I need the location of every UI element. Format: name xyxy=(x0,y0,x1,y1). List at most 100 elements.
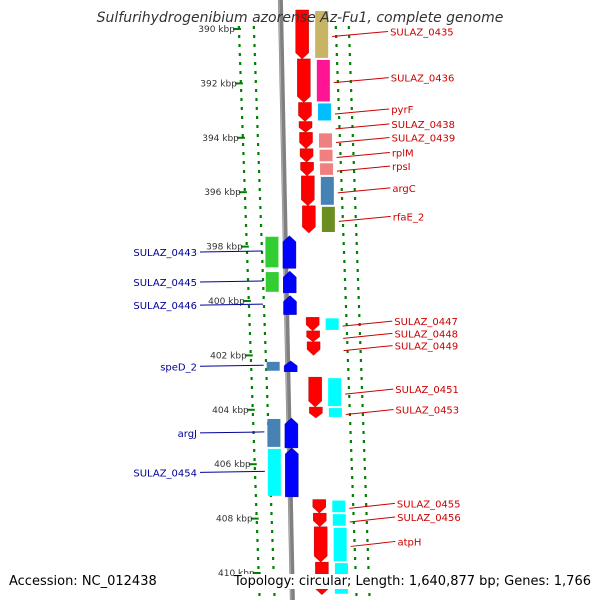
cog-category-block xyxy=(266,361,280,371)
reverse-gene-label: SULAZ_0454 xyxy=(133,468,197,479)
reverse-gene-label: SULAZ_0445 xyxy=(133,278,197,289)
forward-gene-label: rfaE_2 xyxy=(393,212,424,223)
forward-gene-leader xyxy=(343,345,393,352)
ruler-tick-label: 406 kbp xyxy=(214,460,251,470)
forward-gene-arrow xyxy=(295,9,309,60)
reverse-gene-label: SULAZ_0443 xyxy=(133,248,197,259)
forward-gene-arrow xyxy=(300,162,314,177)
forward-gene-leader xyxy=(349,502,395,509)
cog-category-block xyxy=(321,206,335,232)
forward-gene-leader xyxy=(334,108,390,115)
cog-category-block xyxy=(325,318,339,330)
cog-category-block xyxy=(265,236,279,268)
reverse-gene-leader xyxy=(199,303,264,306)
forward-gene-label: pyrF xyxy=(391,105,413,116)
forward-gene-arrow xyxy=(312,499,326,514)
reverse-gene-leader xyxy=(199,431,265,434)
reverse-gene-arrow xyxy=(283,270,297,294)
forward-gene-arrow xyxy=(313,526,328,563)
forward-gene-leader xyxy=(342,320,393,327)
sequence-backbone-highlight xyxy=(278,0,292,600)
cog-category-block xyxy=(267,418,281,447)
ruler-tick-label: 396 kbp xyxy=(204,188,241,198)
forward-gene-arrow xyxy=(302,205,316,234)
reverse-gene-label: speD_2 xyxy=(160,362,197,373)
forward-gene-label: SULAZ_0447 xyxy=(394,317,458,328)
reverse-gene-leader xyxy=(199,470,265,473)
ruler-tick-label: 398 kbp xyxy=(206,243,243,253)
forward-gene-arrow xyxy=(298,121,313,133)
reverse-gene-arrow xyxy=(284,417,299,449)
accession-text: Accession: NC_012438 xyxy=(9,574,157,589)
forward-gene-arrow xyxy=(308,376,322,408)
ruler-tick-label: 392 kbp xyxy=(200,79,237,89)
forward-gene-arrow xyxy=(301,175,315,207)
forward-gene-leader xyxy=(332,30,389,37)
forward-gene-label: SULAZ_0453 xyxy=(396,406,460,417)
cog-category-block xyxy=(320,163,334,175)
forward-gene-leader xyxy=(349,516,396,523)
forward-gene-label: SULAZ_0439 xyxy=(392,134,456,145)
forward-gene-leader xyxy=(350,540,396,547)
cog-category-block xyxy=(265,272,279,292)
reverse-gene-arrow xyxy=(282,235,297,269)
forward-gene-leader xyxy=(336,151,390,158)
forward-gene-leader xyxy=(343,332,393,339)
forward-gene-label: rpsI xyxy=(392,162,411,173)
ruler-tick-label: 404 kbp xyxy=(212,406,249,416)
reverse-gene-arrow xyxy=(285,447,299,498)
forward-gene-arrow xyxy=(305,317,320,332)
forward-gene-leader xyxy=(337,165,391,172)
cog-category-block xyxy=(332,514,346,526)
forward-gene-leader xyxy=(345,409,394,416)
forward-gene-label: SULAZ_0456 xyxy=(397,513,461,524)
map-title: Sulfurihydrogenibium azorense Az-Fu1, co… xyxy=(96,10,504,26)
forward-gene-arrow xyxy=(299,132,313,149)
cog-category-block xyxy=(328,408,342,417)
forward-gene-arrow xyxy=(309,406,323,419)
cog-category-block xyxy=(319,133,333,148)
forward-gene-label: SULAZ_0436 xyxy=(391,74,455,85)
reverse-gene-label: argJ xyxy=(178,429,197,440)
forward-gene-label: SULAZ_0455 xyxy=(397,499,461,510)
forward-gene-arrow xyxy=(306,330,320,343)
cog-category-block xyxy=(332,500,346,513)
forward-gene-label: SULAZ_0435 xyxy=(390,27,454,38)
forward-gene-leader xyxy=(335,137,390,144)
cog-category-block xyxy=(315,10,329,58)
forward-gene-label: SULAZ_0449 xyxy=(395,342,459,353)
forward-gene-label: atpH xyxy=(397,537,421,548)
forward-gene-arrow xyxy=(313,512,327,528)
cog-category-block xyxy=(267,448,281,496)
cog-category-block xyxy=(319,149,333,162)
ruler-tick-label: 408 kbp xyxy=(216,515,253,525)
ruler-tick-label: 402 kbp xyxy=(210,351,247,361)
ruler-tick-label: 390 kbp xyxy=(198,25,235,35)
cog-category-block xyxy=(317,103,331,121)
reverse-gene-arrow xyxy=(283,295,297,315)
reverse-gene-label: SULAZ_0446 xyxy=(133,301,197,312)
forward-gene-label: SULAZ_0451 xyxy=(395,385,459,396)
forward-gene-label: SULAZ_0438 xyxy=(391,120,455,131)
reverse-gene-leader xyxy=(199,364,264,367)
ruler-tick-label: 394 kbp xyxy=(202,134,239,144)
forward-gene-label: SULAZ_0448 xyxy=(394,329,458,340)
genome-summary-text: Topology: circular; Length: 1,640,877 bp… xyxy=(233,574,591,589)
forward-gene-arrow xyxy=(298,102,312,122)
cog-category-block xyxy=(316,59,330,102)
reverse-gene-leader xyxy=(199,250,263,253)
forward-gene-label: argC xyxy=(392,184,415,195)
forward-gene-leader xyxy=(333,77,389,84)
forward-gene-label: rplM xyxy=(392,148,414,159)
reverse-gene-arrow xyxy=(283,360,298,372)
ruler-tick-label: 400 kbp xyxy=(208,297,245,307)
cog-category-block xyxy=(333,527,347,562)
reverse-gene-leader xyxy=(199,280,263,283)
forward-gene-leader xyxy=(345,388,394,395)
forward-gene-arrow xyxy=(297,58,311,103)
forward-gene-leader xyxy=(338,215,391,222)
forward-gene-arrow xyxy=(306,341,321,356)
cog-category-block xyxy=(328,378,342,407)
